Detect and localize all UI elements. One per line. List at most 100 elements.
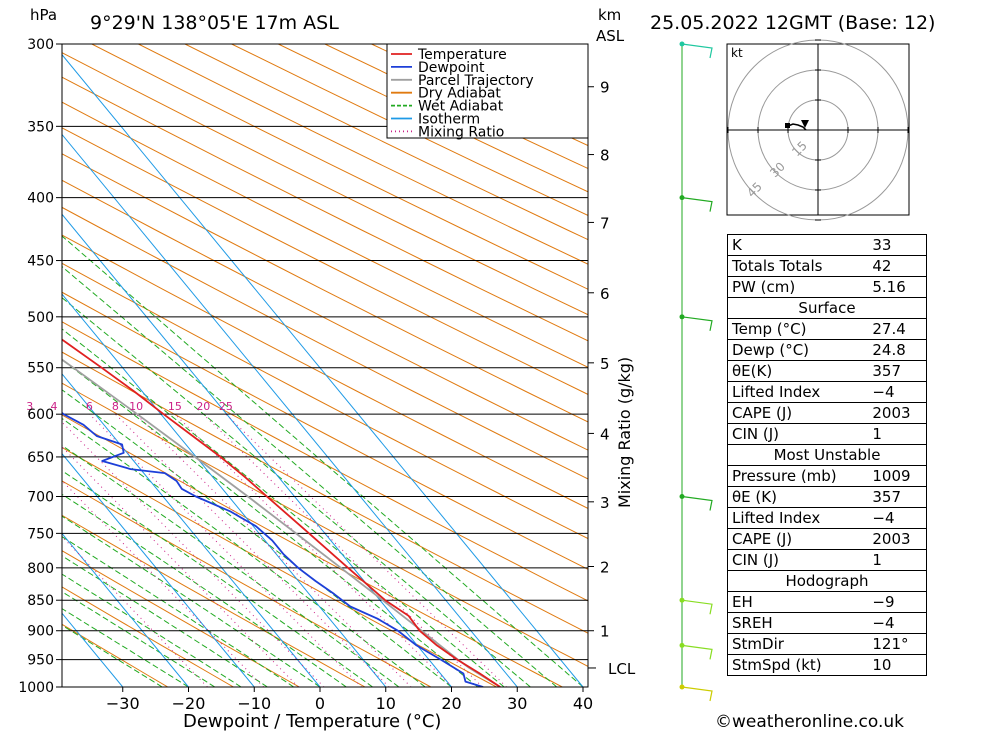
dry-adiabat-line xyxy=(184,44,588,241)
index-label: Lifted Index xyxy=(727,507,869,529)
isotherm-line xyxy=(62,452,255,687)
index-label: StmSpd (kt) xyxy=(727,654,869,676)
index-value: 1 xyxy=(868,423,928,445)
dry-adiabat-line xyxy=(62,382,588,667)
pressure-tick-label: 650 xyxy=(27,450,54,466)
wind-barb xyxy=(681,644,713,660)
index-value: 1 xyxy=(868,549,928,571)
index-value: 24.8 xyxy=(868,339,928,361)
wind-barb xyxy=(681,599,713,615)
index-value: 2003 xyxy=(868,528,928,550)
mu-row: Lifted Index −4 xyxy=(727,507,928,529)
pressure-tick-label: 600 xyxy=(27,407,54,423)
isotherm-line xyxy=(62,373,321,687)
isotherm-line xyxy=(62,532,189,687)
index-row-totals: Totals Totals 42 xyxy=(727,255,928,277)
index-value: 10 xyxy=(868,654,928,676)
isotherm-line xyxy=(62,213,452,687)
mixing-ratio-tick-label: 10 xyxy=(129,400,143,413)
wind-barb xyxy=(681,316,713,331)
section-title: Most Unstable xyxy=(727,444,927,466)
isotherm-line xyxy=(62,293,387,687)
section-title: Hodograph xyxy=(727,570,927,592)
height-tick-label: 6 xyxy=(600,285,610,303)
legend-label: Parcel Trajectory xyxy=(418,73,534,89)
pressure-tick-label: 950 xyxy=(27,653,54,669)
pressure-tick-label: 450 xyxy=(27,254,54,270)
index-label: Dewp (°C) xyxy=(727,339,869,361)
location-title: 9°29'N 138°05'E 17m ASL xyxy=(90,12,339,34)
wet-adiabat-line xyxy=(62,624,163,687)
lcl-label: LCL xyxy=(608,660,636,678)
datetime-title: 25.05.2022 12GMT (Base: 12) xyxy=(650,12,935,34)
mixing-ratio-line xyxy=(62,480,264,687)
dry-adiabat-line xyxy=(62,351,588,634)
temperature-line xyxy=(62,338,501,687)
legend-label: Mixing Ratio xyxy=(418,124,504,140)
height-unit-km: km xyxy=(598,6,621,24)
mixing-ratio-line xyxy=(62,421,325,687)
isobars xyxy=(62,44,588,687)
mixing-ratio-line xyxy=(62,446,299,687)
dry-adiabat-line xyxy=(62,153,588,423)
index-row-k: K 33 xyxy=(727,234,928,256)
x-axis-label: Dewpoint / Temperature (°C) xyxy=(183,711,441,732)
hodograph-unit: kt xyxy=(731,46,743,60)
index-label: EH xyxy=(727,591,869,613)
height-tick-label: 9 xyxy=(600,79,610,97)
mixing-ratio-tick-label: 4 xyxy=(51,400,58,413)
section-surface-title: Surface xyxy=(727,297,927,319)
hodo-row: StmDir 121° xyxy=(727,633,928,655)
index-value: −4 xyxy=(868,381,928,403)
temperature-axis: −30 −20 −10 0 10 20 30 40 xyxy=(106,687,593,713)
isotherms xyxy=(62,53,584,687)
pressure-tick-label: 350 xyxy=(27,119,54,135)
temperature-tick-label: 20 xyxy=(441,694,461,713)
mu-row: CAPE (J) 2003 xyxy=(727,528,928,550)
height-tick-label: 3 xyxy=(600,494,610,512)
index-label: CIN (J) xyxy=(727,423,869,445)
hodo-row: StmSpd (kt) 10 xyxy=(727,654,928,676)
isotherm-line xyxy=(62,612,124,687)
dry-adiabat-line xyxy=(138,44,588,265)
section-mu-title: Most Unstable xyxy=(727,444,927,466)
mu-row: CIN (J) 1 xyxy=(727,549,928,571)
wind-barb xyxy=(681,686,713,702)
mu-row: θE (K) 357 xyxy=(727,486,928,508)
hodograph-trace xyxy=(787,123,807,131)
surface-row: Lifted Index −4 xyxy=(727,381,928,403)
index-value: 1009 xyxy=(868,465,928,487)
pressure-unit: hPa xyxy=(30,6,57,24)
surface-row: CAPE (J) 2003 xyxy=(727,402,928,424)
surface-row: Temp (°C) 27.4 xyxy=(727,318,928,340)
index-row-pw: PW (cm) 5.16 xyxy=(727,276,928,298)
wet-adiabats xyxy=(62,235,584,687)
legend-label: Isotherm xyxy=(418,112,480,128)
mu-row: Pressure (mb) 1009 xyxy=(727,465,928,487)
dry-adiabat-line xyxy=(62,623,169,687)
index-value: 5.16 xyxy=(868,276,928,298)
legend-label: Temperature xyxy=(417,47,507,63)
temperature-tick-label: 10 xyxy=(376,694,396,713)
pressure-tick-label: 400 xyxy=(27,191,54,207)
dry-adiabat-line xyxy=(62,127,588,395)
index-value: 121° xyxy=(868,633,928,655)
wet-adiabat-line xyxy=(62,470,373,687)
dry-adiabat-line xyxy=(62,514,366,687)
credit-link[interactable]: ©weatheronline.co.uk xyxy=(715,712,905,732)
temperature-tick-label: 0 xyxy=(315,694,325,713)
pressure-tick-label: 700 xyxy=(27,490,54,506)
pressure-tick-label: 900 xyxy=(27,624,54,640)
mixing-ratio-line xyxy=(174,413,453,687)
dry-adiabat-line xyxy=(62,101,588,368)
pressure-tick-label: 850 xyxy=(27,593,54,609)
index-label: K xyxy=(727,234,869,256)
dewpoint-line xyxy=(62,411,484,687)
height-tick-label: 1 xyxy=(600,623,610,641)
wet-adiabat-line xyxy=(62,444,400,687)
index-label: θE(K) xyxy=(727,360,869,382)
height-tick-label: 8 xyxy=(600,147,610,165)
mixing-ratio-tick-label: 20 xyxy=(196,400,210,413)
